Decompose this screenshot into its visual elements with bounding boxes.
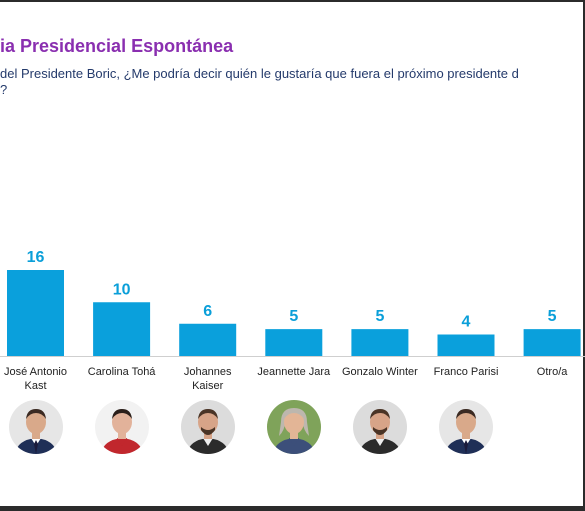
data-label-5: 5 — [375, 308, 384, 325]
bottom-border — [0, 506, 585, 511]
chart-subtitle-continued: ? — [0, 82, 8, 97]
top-border — [0, 0, 585, 2]
right-border — [583, 0, 585, 511]
portrait-woman-gray-hair-icon — [266, 400, 321, 454]
data-label-2: 10 — [113, 281, 131, 298]
category-label-5: Gonzalo Winter — [342, 366, 418, 378]
portrait-man-suit-icon — [8, 400, 63, 454]
chart-subtitle: del Presidente Boric, ¿Me podría decir q… — [0, 66, 519, 81]
category-label-3: Kaiser — [192, 380, 224, 392]
bar-4 — [265, 329, 323, 356]
data-label-7: 5 — [548, 308, 557, 325]
data-label-4: 5 — [289, 308, 298, 325]
bar-2 — [93, 302, 151, 356]
category-label-3: Johannes — [184, 366, 232, 378]
category-label-1: José Antonio — [4, 366, 67, 378]
category-label-6: Franco Parisi — [434, 366, 499, 378]
portrait-man-suit-icon — [439, 400, 493, 454]
portrait-man-beard-icon — [180, 400, 235, 454]
data-label-1: 16 — [27, 249, 45, 266]
chart-title: ia Presidencial Espontánea — [0, 36, 234, 56]
category-label-2: Carolina Tohá — [88, 366, 157, 378]
bar-3 — [179, 323, 237, 356]
bar-5 — [351, 329, 409, 356]
data-label-3: 6 — [203, 303, 212, 320]
category-label-4: Jeannette Jara — [257, 366, 331, 378]
portrait-woman-short-hair-icon — [94, 400, 149, 454]
category-label-7: Otro/a — [537, 366, 568, 378]
bar-6 — [437, 334, 495, 356]
portrait-man-beard-icon — [352, 400, 407, 454]
bar-1 — [7, 270, 64, 356]
bar-7 — [523, 329, 581, 356]
category-label-1: Kast — [24, 380, 46, 392]
data-label-6: 4 — [462, 314, 471, 331]
